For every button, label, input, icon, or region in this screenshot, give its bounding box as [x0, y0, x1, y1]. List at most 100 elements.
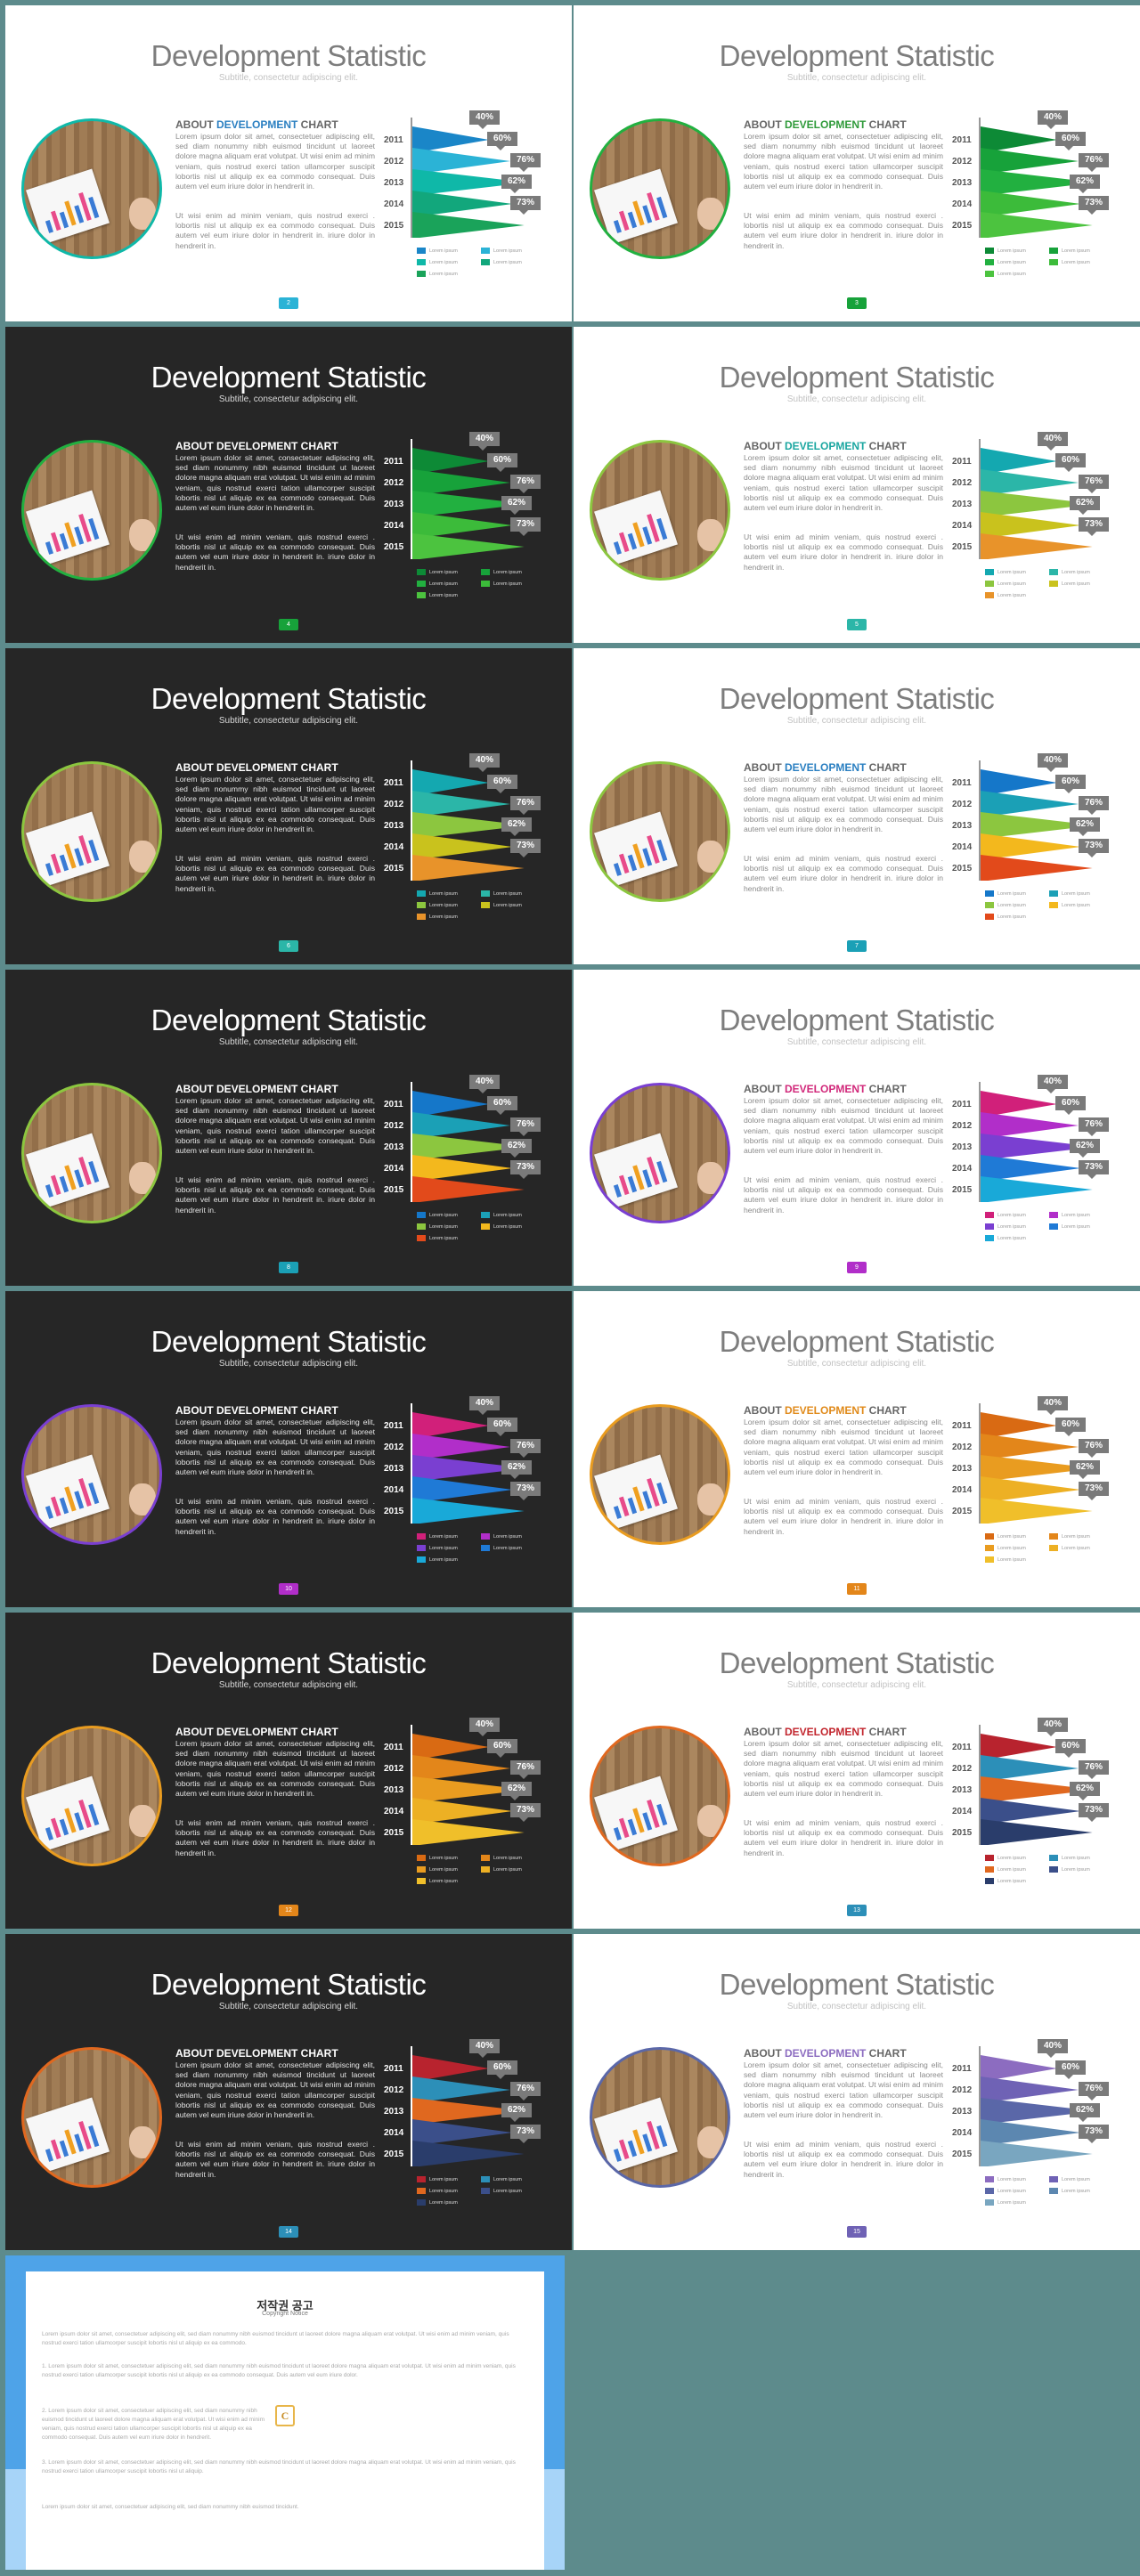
percent-label: 60% [1055, 1096, 1086, 1115]
chart-bar [981, 2098, 1096, 2125]
legend-label: Lorem ipsum [998, 260, 1026, 265]
chart-bar [981, 1776, 1096, 1803]
desk-photo [21, 2047, 162, 2188]
year-label: 2012 [952, 1764, 973, 1774]
heading-development: DEVELOPMENT [785, 440, 867, 452]
body-paragraph-1: Lorem ipsum dolor sit amet, consectetuer… [744, 453, 943, 513]
notice-paragraph: Lorem ipsum dolor sit amet, consectetuer… [42, 2504, 299, 2510]
percent-label: 76% [1079, 2082, 1109, 2101]
chart-bar [412, 855, 525, 882]
percent-label: 76% [510, 475, 541, 493]
legend-swatch [985, 248, 994, 254]
chart-bar [412, 1755, 510, 1782]
desk-photo [21, 761, 162, 902]
body-paragraph-1: Lorem ipsum dolor sit amet, consectetuer… [175, 453, 375, 513]
slide-subtitle: Subtitle, consectetur adipiscing elit. [218, 716, 359, 726]
heading-about: ABOUT [744, 1083, 785, 1095]
chart-bar [981, 533, 1093, 560]
legend-swatch [985, 2176, 994, 2182]
heading-chart: CHART [297, 1083, 338, 1095]
chart-paper-image [26, 490, 110, 566]
about-heading: ABOUT DEVELOPMENT CHART [175, 2047, 338, 2060]
about-heading: ABOUT DEVELOPMENT CHART [175, 761, 338, 774]
about-heading: ABOUT DEVELOPMENT CHART [744, 118, 907, 131]
chart-bar [981, 169, 1096, 196]
slide-subtitle: Subtitle, consectetur adipiscing elit. [786, 394, 927, 404]
chart-paper-image [26, 1133, 110, 1209]
percent-chart: 40% 60% 76% 62% 73% [979, 2039, 1126, 2167]
year-label: 2015 [384, 221, 404, 231]
paper-bar [613, 863, 622, 876]
percent-label: 73% [1079, 1482, 1109, 1500]
legend-swatch [985, 259, 994, 265]
chart-bar [981, 1455, 1096, 1482]
chart-bar [981, 855, 1093, 882]
chart-bar [412, 1776, 528, 1803]
legend-label: Lorem ipsum [998, 1224, 1026, 1230]
legend-label: Lorem ipsum [998, 2200, 1026, 2206]
body-paragraph-1: Lorem ipsum dolor sit amet, consectetuer… [175, 1096, 375, 1156]
year-label: 2015 [952, 1185, 973, 1195]
page-number: 13 [847, 1905, 867, 1916]
year-label: 2011 [952, 778, 972, 788]
year-label: 2015 [384, 1185, 404, 1195]
year-label: 2012 [952, 157, 973, 167]
notice-card: 저작권 공고 Copyright Notice Lorem ipsum dolo… [26, 2271, 544, 2570]
percent-label: 62% [501, 175, 532, 193]
legend-label: Lorem ipsum [493, 260, 522, 265]
percent-label: 62% [1070, 175, 1100, 193]
heading-development: DEVELOPMENT [216, 440, 298, 452]
legend-swatch [481, 1223, 490, 1230]
notice-subtitle: Copyright Notice [262, 2311, 308, 2317]
about-heading: ABOUT DEVELOPMENT CHART [744, 2047, 907, 2060]
chart-bar [981, 2076, 1079, 2103]
legend-label: Lorem ipsum [998, 272, 1026, 277]
percent-label: 62% [1070, 1460, 1100, 1479]
year-label: 2013 [952, 1142, 973, 1152]
heading-chart: CHART [297, 1404, 338, 1417]
year-label: 2012 [384, 1764, 404, 1774]
legend-label: Lorem ipsum [998, 248, 1026, 254]
slide-7: Development Statistic Subtitle, consectet… [574, 648, 1140, 964]
legend-swatch [1049, 2188, 1058, 2194]
legend-label: Lorem ipsum [1062, 248, 1090, 254]
chart-bar [412, 126, 489, 153]
legend-swatch [417, 1545, 426, 1551]
percent-label: 73% [510, 2125, 541, 2143]
chart-bar [412, 469, 510, 496]
legend-swatch [481, 2176, 490, 2182]
percent-label: 62% [501, 1139, 532, 1158]
heading-development: DEVELOPMENT [216, 1404, 298, 1417]
chart-paper-image [594, 1776, 678, 1852]
year-label: 2013 [384, 1464, 404, 1474]
percent-chart: 40% 60% 76% 62% 73% [979, 1075, 1126, 1203]
body-paragraph-1: Lorem ipsum dolor sit amet, consectetuer… [744, 1739, 943, 1799]
paper-bar [59, 1175, 69, 1193]
heading-development: DEVELOPMENT [216, 2047, 298, 2060]
legend-swatch [1049, 890, 1058, 897]
percent-label: 73% [1079, 2125, 1109, 2143]
chart-paper-image [594, 1454, 678, 1531]
percent-label: 76% [510, 2082, 541, 2101]
heading-chart: CHART [297, 440, 338, 452]
legend-swatch [417, 2188, 426, 2194]
legend-swatch [481, 259, 490, 265]
legend-swatch [417, 2176, 426, 2182]
legend-label: Lorem ipsum [1062, 1867, 1090, 1873]
legend-label: Lorem ipsum [1062, 1546, 1090, 1551]
body-paragraph-1: Lorem ipsum dolor sit amet, consectetuer… [175, 1418, 375, 1477]
paper-bar [59, 854, 69, 872]
year-label: 2015 [952, 2149, 973, 2159]
legend-swatch [985, 1533, 994, 1540]
year-label: 2014 [952, 1485, 973, 1495]
legend-label: Lorem ipsum [429, 914, 458, 920]
year-label: 2011 [952, 1421, 972, 1431]
percent-label: 40% [1038, 432, 1068, 451]
year-label: 2013 [952, 178, 973, 188]
chart-bar [981, 1755, 1079, 1782]
legend-swatch [985, 1235, 994, 1241]
slide-subtitle: Subtitle, consectetur adipiscing elit. [786, 1359, 927, 1369]
about-heading: ABOUT DEVELOPMENT CHART [744, 440, 907, 452]
slide-11: Development Statistic Subtitle, consectet… [574, 1291, 1140, 1607]
desk-photo [21, 1726, 162, 1866]
